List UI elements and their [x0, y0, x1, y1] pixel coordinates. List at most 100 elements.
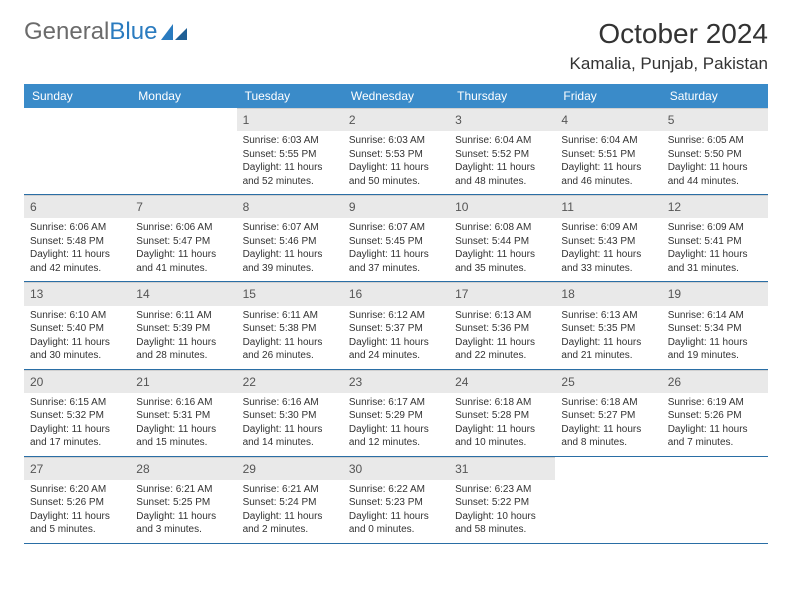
day-cell: 22Sunrise: 6:16 AMSunset: 5:30 PMDayligh… — [237, 370, 343, 456]
sunset-text: Sunset: 5:27 PM — [561, 409, 655, 423]
sunset-text: Sunset: 5:30 PM — [243, 409, 337, 423]
header: GeneralBlue October 2024 Kamalia, Punjab… — [24, 18, 768, 74]
daylight-text: Daylight: 11 hours and 14 minutes. — [243, 423, 337, 450]
sunset-text: Sunset: 5:40 PM — [30, 322, 124, 336]
day-body: Sunrise: 6:22 AMSunset: 5:23 PMDaylight:… — [343, 480, 449, 543]
day-cell: 16Sunrise: 6:12 AMSunset: 5:37 PMDayligh… — [343, 282, 449, 368]
daylight-text: Daylight: 11 hours and 22 minutes. — [455, 336, 549, 363]
daylight-text: Daylight: 11 hours and 39 minutes. — [243, 248, 337, 275]
sunrise-text: Sunrise: 6:21 AM — [243, 483, 337, 497]
daylight-text: Daylight: 11 hours and 33 minutes. — [561, 248, 655, 275]
sunrise-text: Sunrise: 6:18 AM — [455, 396, 549, 410]
day-number: 21 — [130, 370, 236, 393]
sunset-text: Sunset: 5:48 PM — [30, 235, 124, 249]
sunrise-text: Sunrise: 6:21 AM — [136, 483, 230, 497]
sunset-text: Sunset: 5:52 PM — [455, 148, 549, 162]
sunset-text: Sunset: 5:36 PM — [455, 322, 549, 336]
sunset-text: Sunset: 5:46 PM — [243, 235, 337, 249]
day-body: Sunrise: 6:16 AMSunset: 5:31 PMDaylight:… — [130, 393, 236, 456]
day-cell: 29Sunrise: 6:21 AMSunset: 5:24 PMDayligh… — [237, 457, 343, 543]
dow-cell: Monday — [130, 84, 236, 108]
day-number: 18 — [555, 282, 661, 305]
daylight-text: Daylight: 11 hours and 26 minutes. — [243, 336, 337, 363]
sunrise-text: Sunrise: 6:04 AM — [561, 134, 655, 148]
day-number: 22 — [237, 370, 343, 393]
daylight-text: Daylight: 10 hours and 58 minutes. — [455, 510, 549, 537]
sunrise-text: Sunrise: 6:16 AM — [136, 396, 230, 410]
day-body: Sunrise: 6:03 AMSunset: 5:55 PMDaylight:… — [237, 131, 343, 194]
day-body: Sunrise: 6:09 AMSunset: 5:43 PMDaylight:… — [555, 218, 661, 281]
day-body: Sunrise: 6:15 AMSunset: 5:32 PMDaylight:… — [24, 393, 130, 456]
sunrise-text: Sunrise: 6:09 AM — [561, 221, 655, 235]
day-number: 3 — [449, 108, 555, 131]
sunrise-text: Sunrise: 6:18 AM — [561, 396, 655, 410]
day-body: Sunrise: 6:12 AMSunset: 5:37 PMDaylight:… — [343, 306, 449, 369]
logo: GeneralBlue — [24, 18, 187, 46]
sunset-text: Sunset: 5:32 PM — [30, 409, 124, 423]
daylight-text: Daylight: 11 hours and 21 minutes. — [561, 336, 655, 363]
day-body: Sunrise: 6:13 AMSunset: 5:35 PMDaylight:… — [555, 306, 661, 369]
day-cell: 26Sunrise: 6:19 AMSunset: 5:26 PMDayligh… — [662, 370, 768, 456]
sunrise-text: Sunrise: 6:10 AM — [30, 309, 124, 323]
title-block: October 2024 Kamalia, Punjab, Pakistan — [570, 18, 768, 74]
daylight-text: Daylight: 11 hours and 5 minutes. — [30, 510, 124, 537]
sunrise-text: Sunrise: 6:13 AM — [561, 309, 655, 323]
sunrise-text: Sunrise: 6:22 AM — [349, 483, 443, 497]
day-body: Sunrise: 6:06 AMSunset: 5:47 PMDaylight:… — [130, 218, 236, 281]
daylight-text: Daylight: 11 hours and 2 minutes. — [243, 510, 337, 537]
sunrise-text: Sunrise: 6:11 AM — [243, 309, 337, 323]
day-cell: 8Sunrise: 6:07 AMSunset: 5:46 PMDaylight… — [237, 195, 343, 281]
sunrise-text: Sunrise: 6:04 AM — [455, 134, 549, 148]
sunrise-text: Sunrise: 6:12 AM — [349, 309, 443, 323]
sunrise-text: Sunrise: 6:09 AM — [668, 221, 762, 235]
day-cell: 10Sunrise: 6:08 AMSunset: 5:44 PMDayligh… — [449, 195, 555, 281]
month-title: October 2024 — [570, 18, 768, 50]
day-body: Sunrise: 6:19 AMSunset: 5:26 PMDaylight:… — [662, 393, 768, 456]
daylight-text: Daylight: 11 hours and 37 minutes. — [349, 248, 443, 275]
day-body: Sunrise: 6:18 AMSunset: 5:27 PMDaylight:… — [555, 393, 661, 456]
day-cell: 9Sunrise: 6:07 AMSunset: 5:45 PMDaylight… — [343, 195, 449, 281]
sunrise-text: Sunrise: 6:15 AM — [30, 396, 124, 410]
day-number: 9 — [343, 195, 449, 218]
daylight-text: Daylight: 11 hours and 41 minutes. — [136, 248, 230, 275]
day-cell: 27Sunrise: 6:20 AMSunset: 5:26 PMDayligh… — [24, 457, 130, 543]
sunrise-text: Sunrise: 6:11 AM — [136, 309, 230, 323]
sunset-text: Sunset: 5:25 PM — [136, 496, 230, 510]
day-number: 12 — [662, 195, 768, 218]
daylight-text: Daylight: 11 hours and 48 minutes. — [455, 161, 549, 188]
day-number: 31 — [449, 457, 555, 480]
day-number: 26 — [662, 370, 768, 393]
daylight-text: Daylight: 11 hours and 3 minutes. — [136, 510, 230, 537]
day-number: 2 — [343, 108, 449, 131]
sunset-text: Sunset: 5:35 PM — [561, 322, 655, 336]
day-body: Sunrise: 6:21 AMSunset: 5:24 PMDaylight:… — [237, 480, 343, 543]
day-cell: 31Sunrise: 6:23 AMSunset: 5:22 PMDayligh… — [449, 457, 555, 543]
day-cell: 13Sunrise: 6:10 AMSunset: 5:40 PMDayligh… — [24, 282, 130, 368]
sunrise-text: Sunrise: 6:03 AM — [349, 134, 443, 148]
day-cell: 23Sunrise: 6:17 AMSunset: 5:29 PMDayligh… — [343, 370, 449, 456]
day-cell: 24Sunrise: 6:18 AMSunset: 5:28 PMDayligh… — [449, 370, 555, 456]
sunset-text: Sunset: 5:50 PM — [668, 148, 762, 162]
sunset-text: Sunset: 5:45 PM — [349, 235, 443, 249]
day-cell: 14Sunrise: 6:11 AMSunset: 5:39 PMDayligh… — [130, 282, 236, 368]
day-body: Sunrise: 6:11 AMSunset: 5:39 PMDaylight:… — [130, 306, 236, 369]
sunset-text: Sunset: 5:51 PM — [561, 148, 655, 162]
day-cell: 18Sunrise: 6:13 AMSunset: 5:35 PMDayligh… — [555, 282, 661, 368]
dow-cell: Friday — [555, 84, 661, 108]
week-row: 13Sunrise: 6:10 AMSunset: 5:40 PMDayligh… — [24, 282, 768, 369]
day-number: 1 — [237, 108, 343, 131]
day-body: Sunrise: 6:11 AMSunset: 5:38 PMDaylight:… — [237, 306, 343, 369]
day-cell — [555, 457, 661, 543]
day-number: 10 — [449, 195, 555, 218]
sunset-text: Sunset: 5:38 PM — [243, 322, 337, 336]
day-body: Sunrise: 6:18 AMSunset: 5:28 PMDaylight:… — [449, 393, 555, 456]
daylight-text: Daylight: 11 hours and 42 minutes. — [30, 248, 124, 275]
calendar: SundayMondayTuesdayWednesdayThursdayFrid… — [24, 84, 768, 544]
day-body: Sunrise: 6:14 AMSunset: 5:34 PMDaylight:… — [662, 306, 768, 369]
day-cell: 7Sunrise: 6:06 AMSunset: 5:47 PMDaylight… — [130, 195, 236, 281]
day-body: Sunrise: 6:08 AMSunset: 5:44 PMDaylight:… — [449, 218, 555, 281]
day-number: 23 — [343, 370, 449, 393]
daylight-text: Daylight: 11 hours and 44 minutes. — [668, 161, 762, 188]
day-cell: 17Sunrise: 6:13 AMSunset: 5:36 PMDayligh… — [449, 282, 555, 368]
day-cell: 3 Sunrise: 6:04 AMSunset: 5:52 PMDaylight… — [449, 108, 555, 194]
